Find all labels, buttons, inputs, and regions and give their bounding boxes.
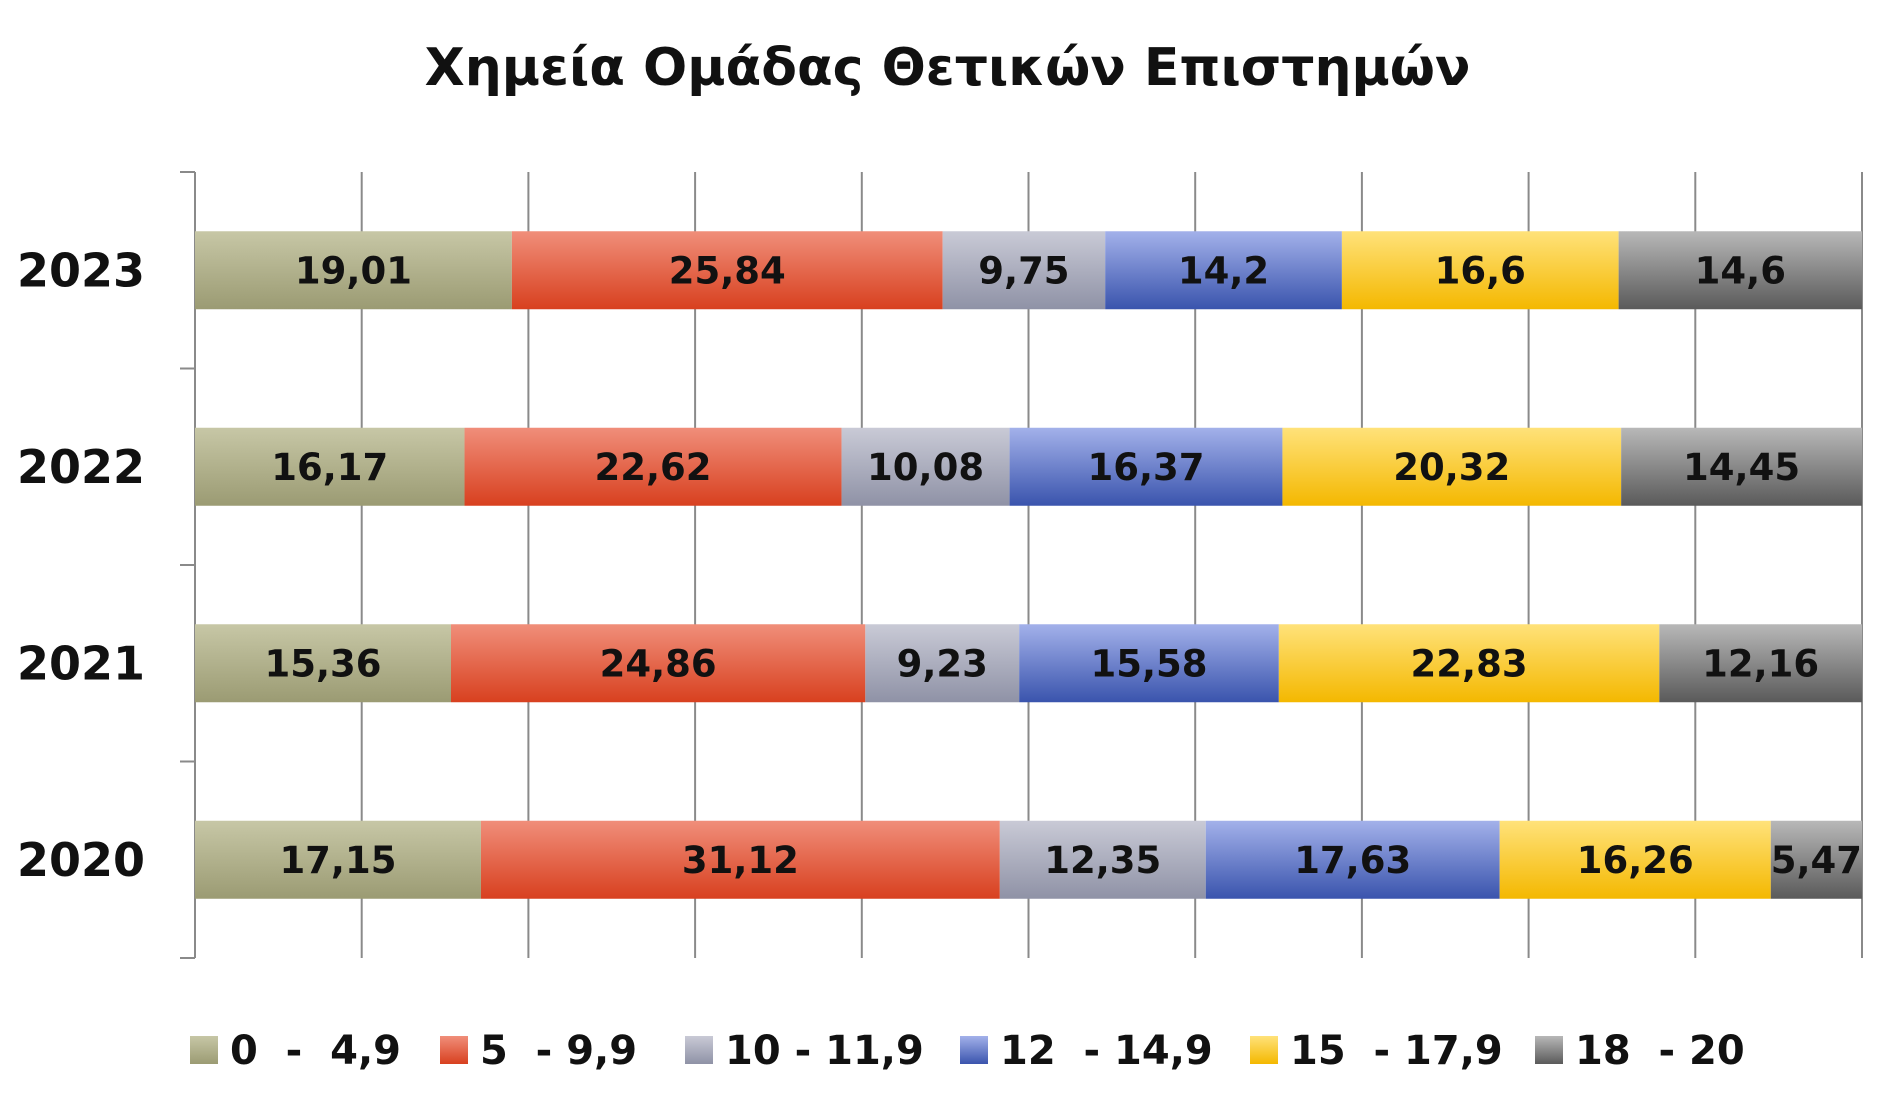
bar-segment bbox=[1341, 231, 1619, 310]
data-label: 14,2 bbox=[1178, 249, 1269, 292]
data-label: 10,08 bbox=[867, 446, 984, 489]
data-label: 24,86 bbox=[600, 642, 717, 685]
bar-segment bbox=[1019, 624, 1279, 703]
category-label: 2022 bbox=[17, 440, 145, 494]
data-label: 16,26 bbox=[1577, 839, 1694, 882]
category-label: 2023 bbox=[17, 243, 145, 297]
bar-segment bbox=[1618, 231, 1862, 310]
bar-segment bbox=[1009, 427, 1283, 506]
bar-segment bbox=[1105, 231, 1342, 310]
chart-title: Χημεία Ομάδας Θετικών Επιστημών bbox=[424, 38, 1471, 98]
data-label: 15,58 bbox=[1090, 642, 1207, 685]
data-label: 17,63 bbox=[1294, 839, 1411, 882]
data-label: 14,6 bbox=[1695, 249, 1786, 292]
legend-swatch bbox=[190, 1036, 218, 1064]
bars bbox=[195, 231, 1862, 899]
data-label: 22,62 bbox=[595, 446, 712, 489]
data-label: 31,12 bbox=[682, 839, 799, 882]
category-labels: 2023 2022 2021 2020 bbox=[17, 243, 145, 887]
bar-segment bbox=[464, 427, 842, 506]
bar-segment bbox=[195, 624, 451, 703]
bar-segment bbox=[1659, 624, 1862, 703]
data-label: 20,32 bbox=[1393, 446, 1510, 489]
bar-segment bbox=[195, 427, 465, 506]
bar-segment bbox=[942, 231, 1106, 310]
bar-segment bbox=[1770, 820, 1862, 899]
legend: 0 - 4,9 5 - 9,9 10 - 11,9 12 - 14,9 15 - 17,… bbox=[190, 1028, 1745, 1074]
data-label: 9,23 bbox=[897, 642, 988, 685]
data-label: 14,45 bbox=[1683, 446, 1800, 489]
data-label: 5,47 bbox=[1771, 839, 1862, 882]
data-label: 15,36 bbox=[264, 642, 381, 685]
legend-label: 0 - 4,9 bbox=[230, 1028, 401, 1074]
category-label: 2021 bbox=[17, 636, 145, 690]
bar-segment bbox=[865, 624, 1020, 703]
data-label: 9,75 bbox=[978, 249, 1069, 292]
bar-segment bbox=[1205, 820, 1500, 899]
legend-label: 5 - 9,9 bbox=[480, 1028, 637, 1074]
bar-segment bbox=[1499, 820, 1771, 899]
legend-swatch bbox=[1250, 1036, 1278, 1064]
bar-segment bbox=[1282, 427, 1622, 506]
category-label: 2020 bbox=[17, 833, 145, 887]
data-label: 16,6 bbox=[1435, 249, 1526, 292]
y-axis bbox=[180, 171, 196, 959]
data-label: 25,84 bbox=[669, 249, 786, 292]
data-label: 12,35 bbox=[1044, 839, 1161, 882]
legend-swatch bbox=[440, 1036, 468, 1064]
legend-swatch bbox=[685, 1036, 713, 1064]
data-label: 16,17 bbox=[271, 446, 388, 489]
data-label: 16,37 bbox=[1087, 446, 1204, 489]
bar-segment bbox=[451, 624, 866, 703]
legend-label: 12 - 14,9 bbox=[1000, 1028, 1213, 1074]
data-label: 22,83 bbox=[1411, 642, 1528, 685]
bar-segment bbox=[195, 231, 512, 310]
data-label: 19,01 bbox=[295, 249, 412, 292]
legend-swatch bbox=[960, 1036, 988, 1064]
bar-segment bbox=[999, 820, 1206, 899]
data-label: 17,15 bbox=[279, 839, 396, 882]
bar-segment bbox=[195, 820, 481, 899]
bar-segment bbox=[511, 231, 943, 310]
legend-label: 18 - 20 bbox=[1575, 1028, 1745, 1074]
legend-swatch bbox=[1535, 1036, 1563, 1064]
bar-segment bbox=[480, 820, 1000, 899]
legend-label: 10 - 11,9 bbox=[725, 1028, 924, 1074]
data-label: 12,16 bbox=[1702, 642, 1819, 685]
bar-segment bbox=[1621, 427, 1862, 506]
legend-label: 15 - 17,9 bbox=[1290, 1028, 1503, 1074]
data-labels: 19,01 25,84 9,75 14,2 16,6 14,6 16,17 22,62 10,0… bbox=[264, 249, 1862, 882]
bar-segment bbox=[841, 427, 1010, 506]
bar-segment bbox=[1278, 624, 1660, 703]
